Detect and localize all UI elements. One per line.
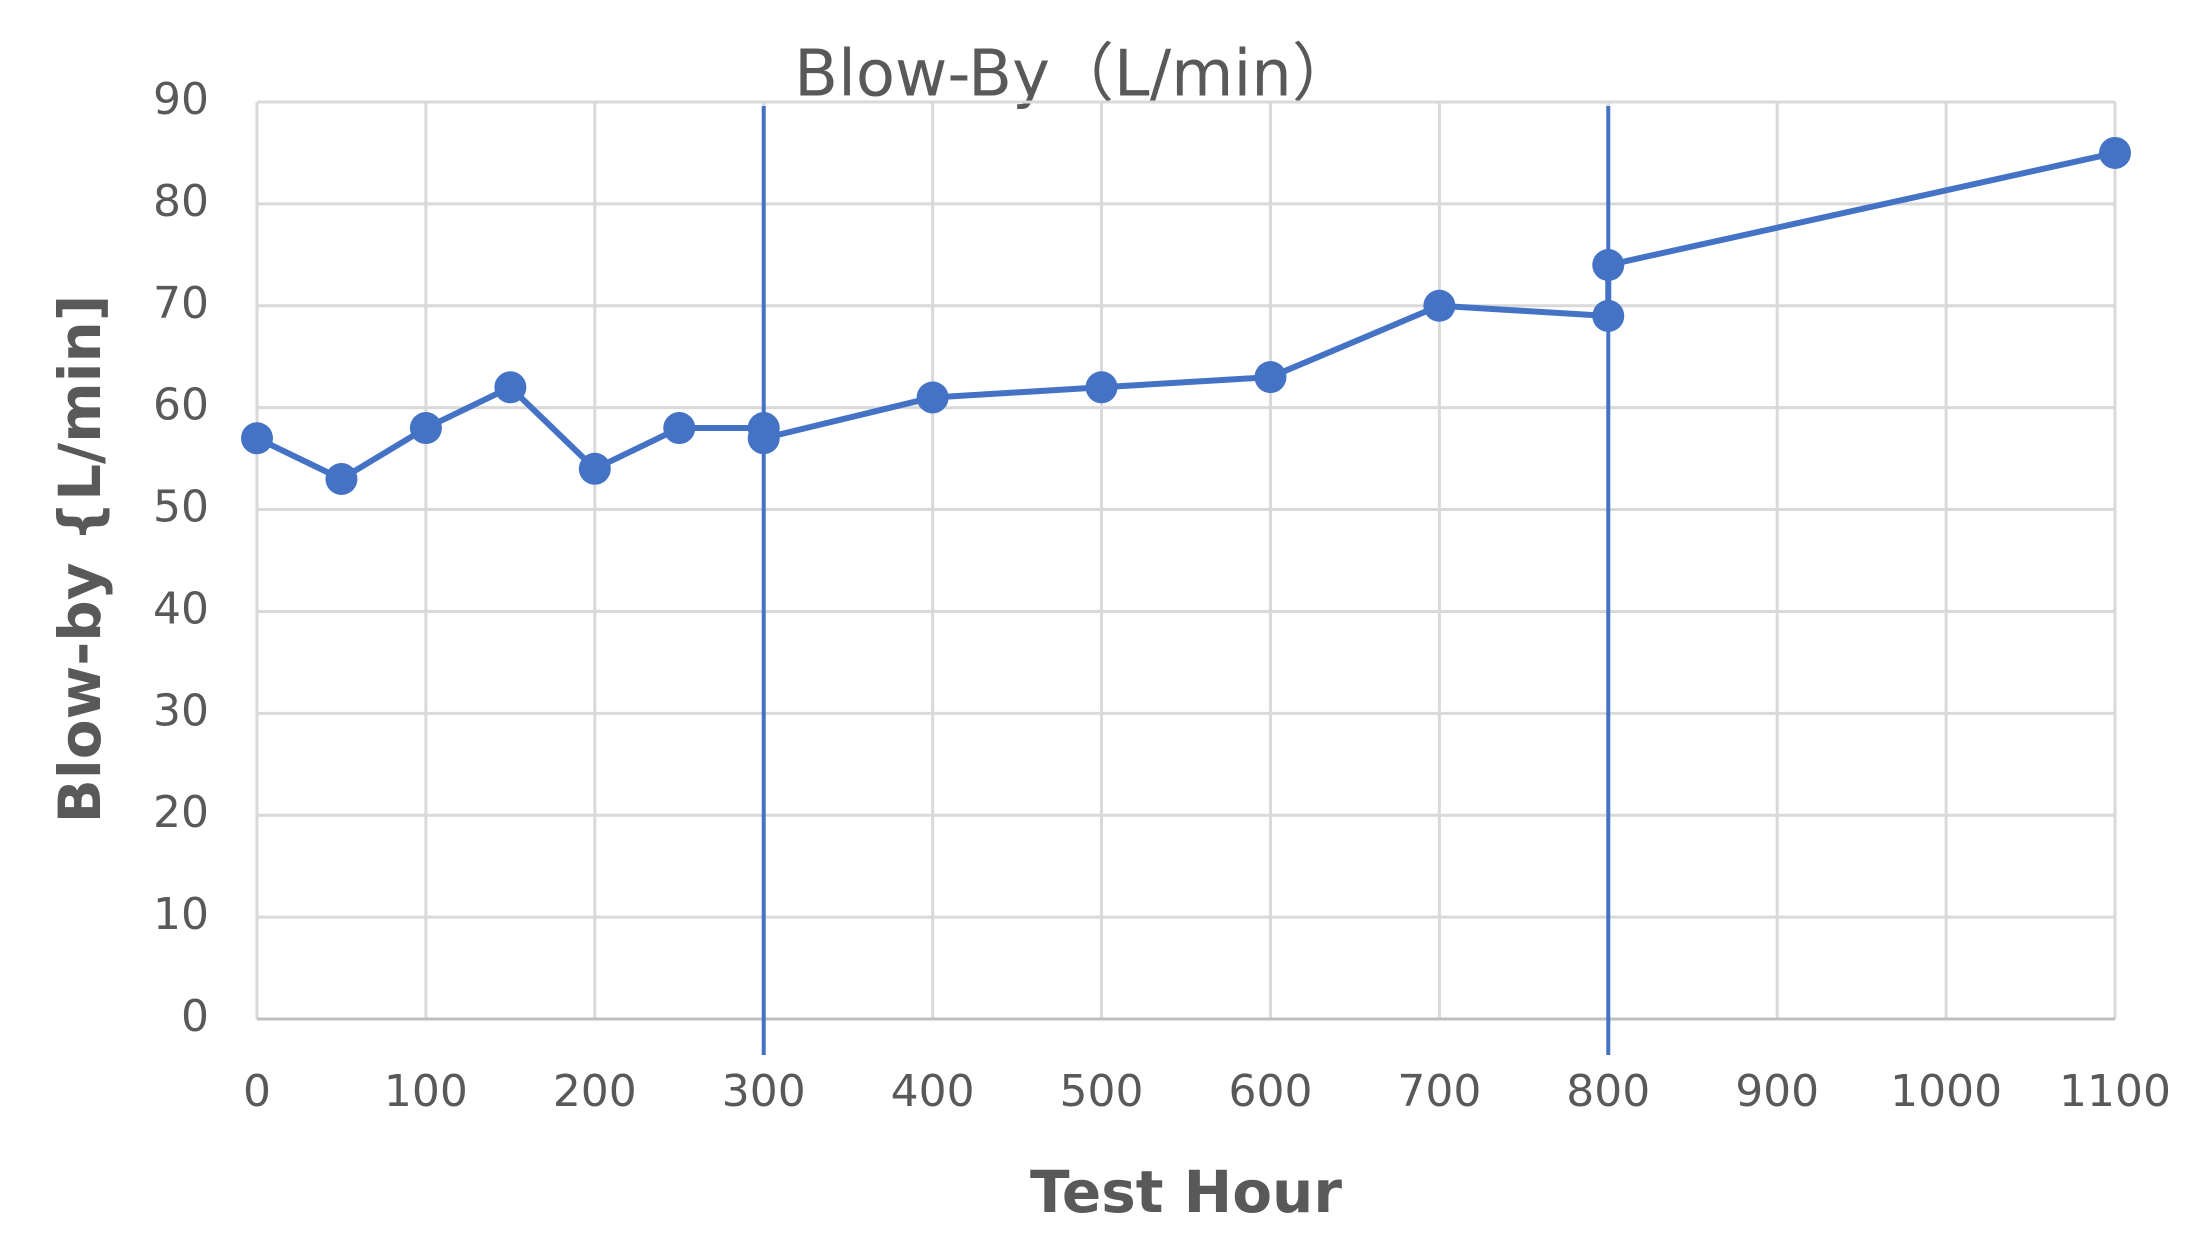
- data-point: [1592, 249, 1625, 282]
- data-point: [916, 381, 949, 414]
- x-tick-label: 500: [1060, 1066, 1144, 1117]
- x-tick-label: 800: [1566, 1066, 1650, 1117]
- x-tick-label: 200: [553, 1066, 637, 1117]
- y-tick-label: 60: [153, 380, 209, 431]
- y-tick-label: 80: [153, 176, 209, 227]
- data-point: [663, 412, 696, 445]
- data-point: [494, 371, 527, 404]
- chart-title: Blow-By（L/min）: [794, 38, 1356, 112]
- y-tick-label: 0: [181, 991, 209, 1042]
- x-tick-label: 400: [891, 1066, 975, 1117]
- data-point: [241, 422, 273, 455]
- x-tick-label: 1100: [2059, 1066, 2171, 1117]
- x-tick-label: 300: [722, 1066, 806, 1117]
- data-point: [1592, 299, 1625, 332]
- y-tick-label: 20: [153, 787, 209, 838]
- y-tick-label: 10: [153, 889, 209, 940]
- x-tick-label: 0: [243, 1066, 271, 1117]
- x-tick-label: 1000: [1890, 1066, 2002, 1117]
- data-point: [1085, 371, 1118, 404]
- x-tick-label: 600: [1228, 1066, 1312, 1117]
- y-tick-label: 40: [153, 583, 209, 634]
- data-point: [578, 452, 611, 485]
- x-tick-label: 700: [1397, 1066, 1481, 1117]
- y-axis-label: Blow-by {L/min]: [46, 295, 114, 824]
- data-point: [747, 422, 780, 455]
- data-point: [1423, 289, 1456, 322]
- y-tick-label: 30: [153, 685, 209, 736]
- data-point: [2099, 136, 2131, 169]
- data-point: [1254, 361, 1287, 394]
- x-tick-label: 100: [384, 1066, 468, 1117]
- data-point: [325, 462, 358, 495]
- series-line: [255, 150, 2116, 482]
- y-tick-label: 90: [153, 74, 209, 125]
- y-tick-label: 50: [153, 482, 209, 533]
- y-tick-label: 70: [153, 278, 209, 329]
- x-axis-label: Test Hour: [1030, 1158, 1342, 1226]
- x-tick-label: 900: [1735, 1066, 1819, 1117]
- data-point: [409, 412, 442, 445]
